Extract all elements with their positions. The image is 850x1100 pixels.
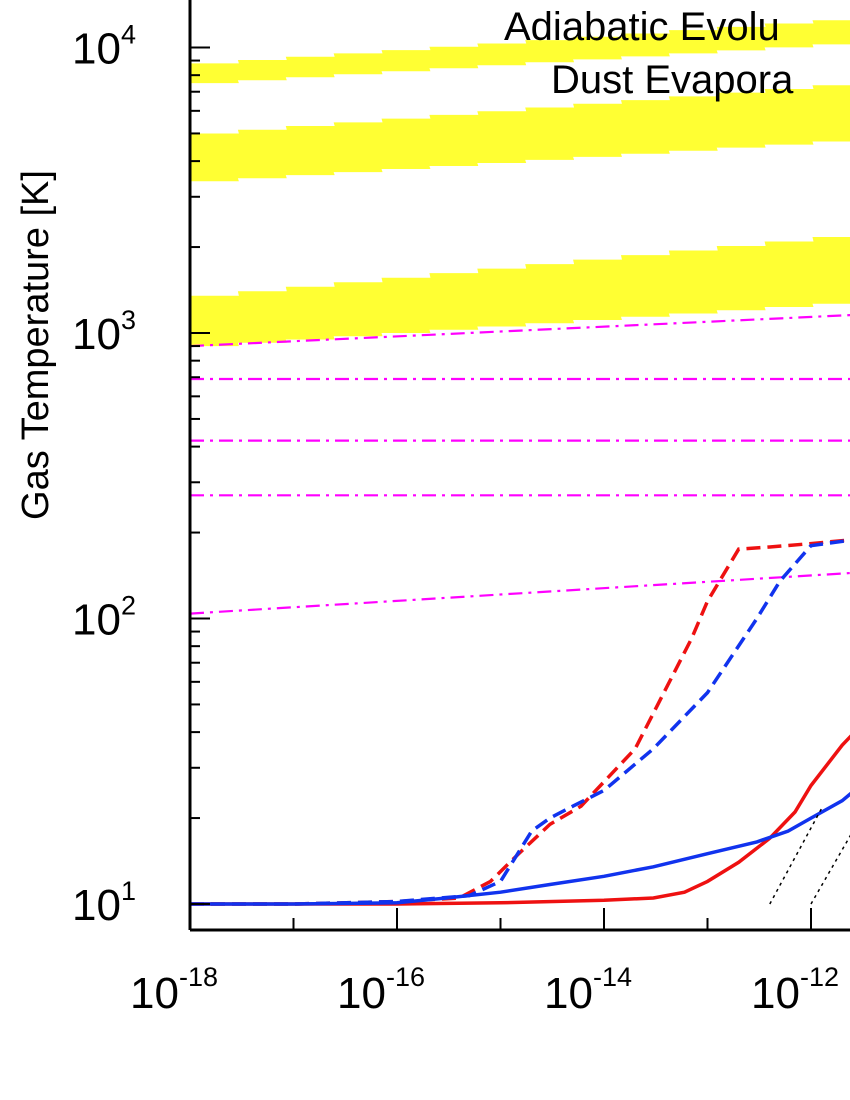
tick-labels: 101 102 103 104 10-18 10-16 10-14 10-12 <box>72 20 839 1019</box>
legend-entry: Dust Evapora <box>551 58 794 102</box>
axes <box>188 0 850 932</box>
series-line-5 <box>190 571 850 615</box>
x-tick-label: 10-14 <box>544 962 632 1018</box>
legend-entry: Adiabatic Evolu <box>504 5 780 49</box>
series-line-11 <box>810 834 850 905</box>
band-1 <box>190 20 850 84</box>
band-2 <box>190 85 850 182</box>
shaded-bands <box>190 20 850 347</box>
y-tick-label: 104 <box>72 20 136 74</box>
y-tick-label: 101 <box>72 876 136 930</box>
series-lines <box>190 313 850 906</box>
series-line-6 <box>190 538 850 906</box>
series-line-1 <box>190 313 850 348</box>
x-tick-label: 10-16 <box>337 962 425 1018</box>
x-tick-label: 10-12 <box>751 962 839 1018</box>
y-axis-label: Gas Temperature [K] <box>15 170 57 520</box>
x-tick-label: 10-18 <box>130 962 218 1018</box>
series-line-8 <box>190 734 850 906</box>
series-line-9 <box>190 791 850 906</box>
y-tick-label: 103 <box>72 305 136 359</box>
legend: Adiabatic Evolu Dust Evapora <box>504 5 794 102</box>
series-line-10 <box>769 805 824 905</box>
y-tick-label: 102 <box>72 591 136 645</box>
band-3 <box>190 236 850 347</box>
